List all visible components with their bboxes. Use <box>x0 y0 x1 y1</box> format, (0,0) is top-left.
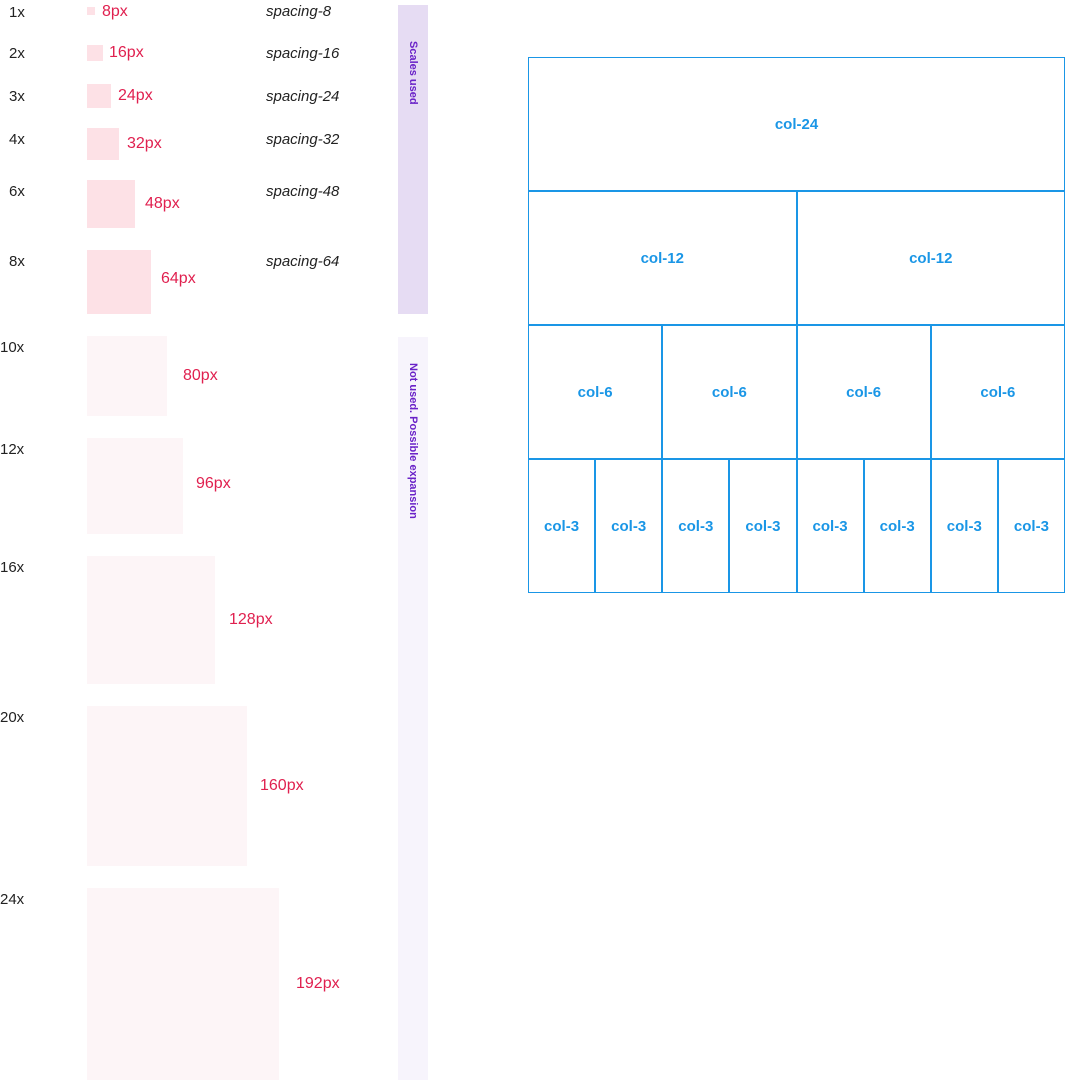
grid-cell-col-3: col-3 <box>729 459 797 593</box>
grid-cell-label: col-24 <box>774 115 819 133</box>
token-label: spacing-16 <box>266 45 340 62</box>
grid-cell-label: col-3 <box>1013 517 1049 535</box>
grid-cell-label: col-3 <box>678 517 714 535</box>
grid-cell-col-3: col-3 <box>796 459 864 593</box>
size-label: 32px <box>127 135 162 152</box>
grid-cell-label: col-3 <box>745 517 781 535</box>
multiplier-label: 4x <box>9 131 25 148</box>
grid-cell-label: col-3 <box>812 517 848 535</box>
grid-cell-col-6: col-6 <box>930 325 1065 459</box>
size-label: 192px <box>296 975 340 992</box>
grid-cell-col-12: col-12 <box>528 191 797 325</box>
grid-cell-label: col-12 <box>640 249 684 267</box>
grid-cell-col-3: col-3 <box>863 459 931 593</box>
grid-cell-col-3: col-3 <box>662 459 730 593</box>
size-label: 16px <box>109 44 144 61</box>
spacing-swatch <box>87 128 119 160</box>
size-label: 48px <box>145 195 180 212</box>
multiplier-label: 8x <box>9 253 25 270</box>
size-label: 128px <box>229 611 273 628</box>
spacing-swatch <box>87 888 279 1080</box>
token-label: spacing-64 <box>266 253 340 270</box>
scales-used-label: Scales used <box>407 41 419 105</box>
grid-cell-col-24: col-24 <box>528 57 1065 191</box>
grid-cell-label: col-6 <box>711 383 747 401</box>
size-label: 64px <box>161 270 196 287</box>
grid-cell-label: col-6 <box>846 383 882 401</box>
scales-used-band: Scales used <box>398 5 428 314</box>
spacing-swatch <box>87 250 151 314</box>
multiplier-label: 24x <box>0 891 25 908</box>
token-label: spacing-32 <box>266 131 340 148</box>
possible-expansion-label: Not used. Possible expansion <box>407 363 419 519</box>
grid-cell-col-6: col-6 <box>662 325 797 459</box>
token-label: spacing-8 <box>266 3 332 20</box>
spacing-swatch <box>87 180 135 228</box>
grid-cell-label: col-3 <box>879 517 915 535</box>
multiplier-label: 12x <box>0 441 25 458</box>
spacing-swatch <box>87 7 95 15</box>
grid-cell-label: col-3 <box>946 517 982 535</box>
grid-cell-col-3: col-3 <box>930 459 998 593</box>
multiplier-label: 1x <box>9 4 25 21</box>
spacing-swatch <box>87 556 215 684</box>
column-grid: col-24 col-12 col-12 col-6 col-6 col-6 col-6 co… <box>528 57 1065 593</box>
grid-cell-col-3: col-3 <box>595 459 663 593</box>
spacing-swatch <box>87 438 183 534</box>
grid-cell-label: col-6 <box>577 383 613 401</box>
multiplier-label: 3x <box>9 88 25 105</box>
spacing-swatch <box>87 84 111 108</box>
grid-cell-col-3: col-3 <box>997 459 1065 593</box>
size-label: 96px <box>196 475 231 492</box>
token-label: spacing-48 <box>266 183 340 200</box>
grid-cell-label: col-6 <box>980 383 1016 401</box>
grid-cell-col-6: col-6 <box>796 325 931 459</box>
size-label: 8px <box>102 3 128 20</box>
possible-expansion-band: Not used. Possible expansion <box>398 337 428 1080</box>
grid-cell-label: col-3 <box>544 517 580 535</box>
multiplier-label: 10x <box>0 339 25 356</box>
multiplier-label: 16x <box>0 559 25 576</box>
grid-cell-col-6: col-6 <box>528 325 663 459</box>
grid-cell-col-3: col-3 <box>528 459 596 593</box>
grid-cell-col-12: col-12 <box>796 191 1065 325</box>
spacing-swatch <box>87 336 167 416</box>
grid-cell-label: col-12 <box>909 249 953 267</box>
size-label: 160px <box>260 777 304 794</box>
spacing-swatch <box>87 706 247 866</box>
spacing-swatch <box>87 45 103 61</box>
size-label: 80px <box>183 367 218 384</box>
multiplier-label: 2x <box>9 45 25 62</box>
size-label: 24px <box>118 87 153 104</box>
multiplier-label: 6x <box>9 183 25 200</box>
token-label: spacing-24 <box>266 88 340 105</box>
multiplier-label: 20x <box>0 709 25 726</box>
grid-cell-label: col-3 <box>611 517 647 535</box>
